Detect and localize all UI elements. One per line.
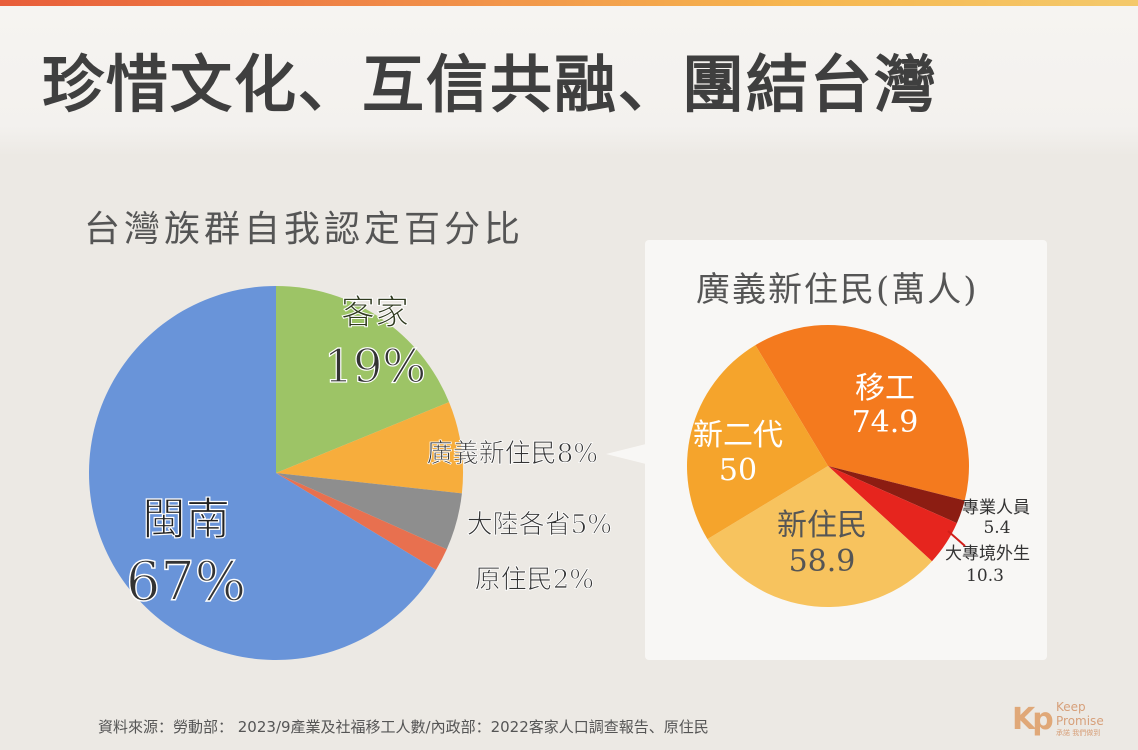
hakka-name-label: 客家	[341, 293, 409, 333]
new-resident-name-label: 新住民	[777, 508, 867, 543]
logo-text-promise: Promise	[1056, 714, 1104, 728]
header-band	[0, 6, 1138, 156]
migrant-worker-value-label: 74.9	[852, 405, 919, 440]
hakka-slice	[276, 286, 450, 473]
page-title: 珍惜文化、互信共融、團結台灣	[42, 48, 939, 121]
professional-slice	[828, 466, 965, 524]
professional-name-label: 專業人員	[962, 498, 1030, 518]
second-gen-name-label: 新二代	[693, 418, 783, 453]
source-note: 資料來源：勞動部： 2023/9產業及社福移工人數/內政部：2022客家人口調查…	[98, 718, 709, 736]
keep-promise-logo: Kp Keep Promise 承諾 我們做到	[1012, 700, 1112, 740]
minnan-name-label: 閩南	[142, 494, 230, 545]
new-resident-chart-title: 廣義新住民(萬人)	[696, 270, 979, 310]
indigenous-label: 原住民2%	[475, 565, 594, 595]
logo-mark: Kp	[1012, 702, 1054, 737]
mainland-slice	[276, 473, 462, 550]
new-resident-slice	[276, 402, 463, 494]
intl-student-leader-line	[947, 530, 966, 547]
indigenous-slice	[276, 473, 447, 570]
mainland-label: 大陸各省5%	[467, 510, 612, 540]
new-resident-value-label: 58.9	[789, 544, 856, 579]
migrant-worker-slice	[755, 324, 969, 501]
intl-student-slice	[828, 466, 957, 562]
logo-text-keep: Keep	[1056, 700, 1086, 714]
second-gen-slice	[687, 345, 828, 540]
minnan-value-label: 67%	[126, 550, 246, 613]
new-resident-label: 廣義新住民8%	[427, 439, 598, 469]
logo-subtext: 承諾 我們做到	[1056, 729, 1101, 737]
new-resident-pie2-slice	[707, 466, 932, 607]
ethnic-chart-title: 台灣族群自我認定百分比	[84, 209, 525, 250]
minnan-slice	[89, 286, 436, 661]
intl-student-name-label: 大專境外生	[945, 544, 1030, 564]
intl-student-value-label: 10.3	[966, 566, 1004, 586]
hakka-value-label: 19%	[324, 339, 426, 393]
top-accent-strip	[0, 0, 1138, 6]
panel-connector	[606, 444, 646, 464]
migrant-worker-name-label: 移工	[855, 371, 915, 406]
professional-value-label: 5.4	[983, 518, 1010, 538]
second-gen-value-label: 50	[719, 453, 757, 488]
